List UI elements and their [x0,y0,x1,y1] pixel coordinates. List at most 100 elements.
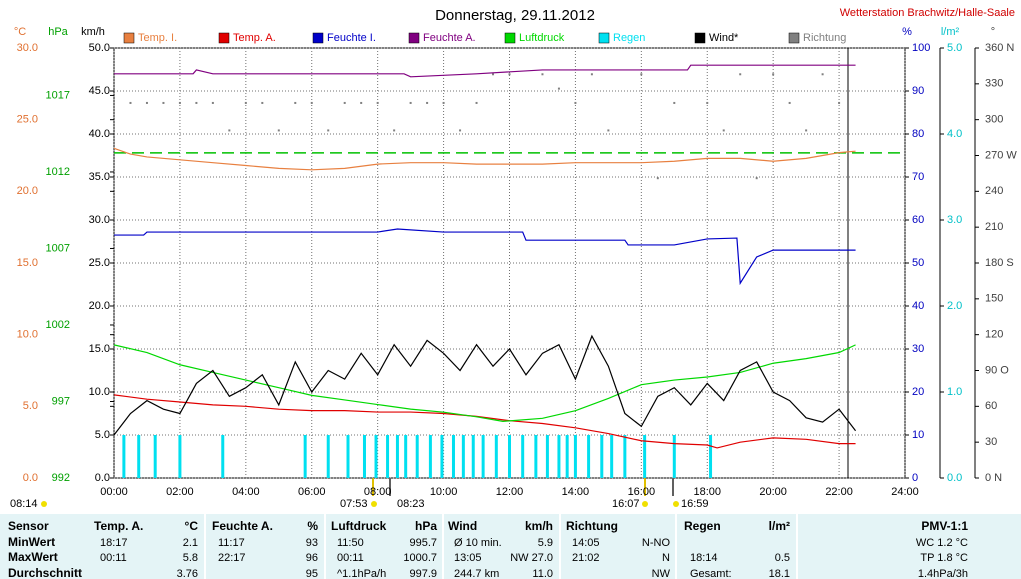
legend-label: Richtung [803,32,846,44]
direction-dot [228,129,231,132]
sun-time: 07:53 [340,498,368,510]
x-tick-label: 12:00 [496,486,524,498]
direction-dot [640,73,643,76]
rain-bar [178,435,182,478]
table-cell: 21:02 [572,552,600,564]
table-header: Feuchte A. [212,519,273,533]
series-line [114,228,856,286]
y-tick-label: 5.0 [23,400,38,412]
rain-bar [610,435,614,478]
direction-dot [772,73,775,76]
axis-title: hPa [48,26,68,38]
table-separators [204,514,798,579]
table-cell: 00:11 [337,552,364,564]
rain-bar [153,435,157,478]
rain-bar [565,435,569,478]
rain-bar [451,435,455,478]
x-tick-label: 20:00 [759,486,787,498]
series-line [113,394,856,449]
table-header: Wind [448,519,477,533]
sun-icon [371,501,377,507]
rain-bar [303,435,307,478]
rain-bar [374,435,378,478]
rain-bar [672,435,676,478]
rain-bar [461,435,465,478]
rain-bar [508,435,511,478]
series-line [113,147,856,171]
table-cell: 00:11 [100,552,127,564]
table-header: Sensor [8,519,49,533]
y-tick-label: 10 [912,429,924,441]
row-label: Durchschnitt [8,566,82,579]
direction-dot [459,129,462,132]
axis-title: % [902,26,912,38]
table-cell: Gesamt: [690,568,732,579]
y-tick-label: 10.0 [89,386,110,398]
y-tick-label: 1012 [46,166,70,178]
y-tick-label: 30.0 [89,214,110,226]
y-tick-label: 330 [985,78,1003,90]
series-line [113,344,856,422]
direction-dot [574,101,577,104]
table-header: % [307,519,318,533]
table-cell: 18:14 [690,552,718,564]
direction-dot [426,101,429,104]
y-tick-label: 90 O [985,364,1009,376]
legend-label: Regen [613,32,645,44]
direction-dot [508,73,511,76]
table-cell: Ø 10 min. [454,537,502,549]
y-tick-label: 35.0 [89,171,110,183]
rain-bar [346,435,350,478]
sun-icon [673,501,679,507]
table-header: hPa [415,519,437,533]
y-tick-label: 1007 [46,242,70,254]
y-tick-label: 4.0 [947,128,962,140]
rain-bar [557,435,561,478]
table-cell: 14:05 [572,537,600,549]
y-tick-label: 30 [985,436,997,448]
y-tick-label: 0 N [985,472,1002,484]
table-cell: N-NO [642,537,671,549]
y-tick-label: 40.0 [89,128,110,140]
rain-bar [137,435,141,478]
y-tick-label: 15.0 [89,343,110,355]
y-tick-label: 5.0 [947,42,962,54]
rain-bar [494,435,498,478]
table-cell: 0.5 [775,552,790,564]
direction-dot [656,177,659,180]
table-cell: 96 [306,552,318,564]
legend-label: Feuchte I. [327,32,376,44]
table-header: PMV-1:1 [921,519,968,533]
table-cell: 95 [306,568,318,579]
y-tick-label: 1002 [46,319,70,331]
direction-dot [294,101,297,104]
y-tick-label: 5.0 [95,429,110,441]
y-tick-label: 25.0 [17,114,38,126]
y-tick-label: 30.0 [17,42,38,54]
y-tick-label: 360 N [985,42,1014,54]
y-tick-label: 20.0 [89,300,110,312]
direction-dot [261,101,264,104]
legend-label: Temp. A. [233,32,276,44]
table-cell: 5.8 [183,552,198,564]
direction-dot [162,101,165,104]
table-cell: 2.1 [183,537,198,549]
legend-swatch [408,32,420,44]
rain-bar [521,435,525,478]
legend-label: Feuchte A. [423,32,476,44]
rain-bar [440,435,444,478]
x-tick-label: 04:00 [232,486,260,498]
rain-bar [221,435,225,478]
table-cell: TP 1.8 °C [920,552,968,564]
legend-swatch [218,32,230,44]
table-cell: 11:50 [337,537,364,549]
direction-dot [557,87,560,90]
direction-dot [607,129,610,132]
rain-bar [404,435,408,478]
direction-dot [673,101,676,104]
y-tick-label: 10.0 [17,329,38,341]
table-cell: 93 [306,537,318,549]
x-tick-label: 02:00 [166,486,194,498]
series-line [114,64,856,78]
y-tick-label: 50 [912,257,924,269]
